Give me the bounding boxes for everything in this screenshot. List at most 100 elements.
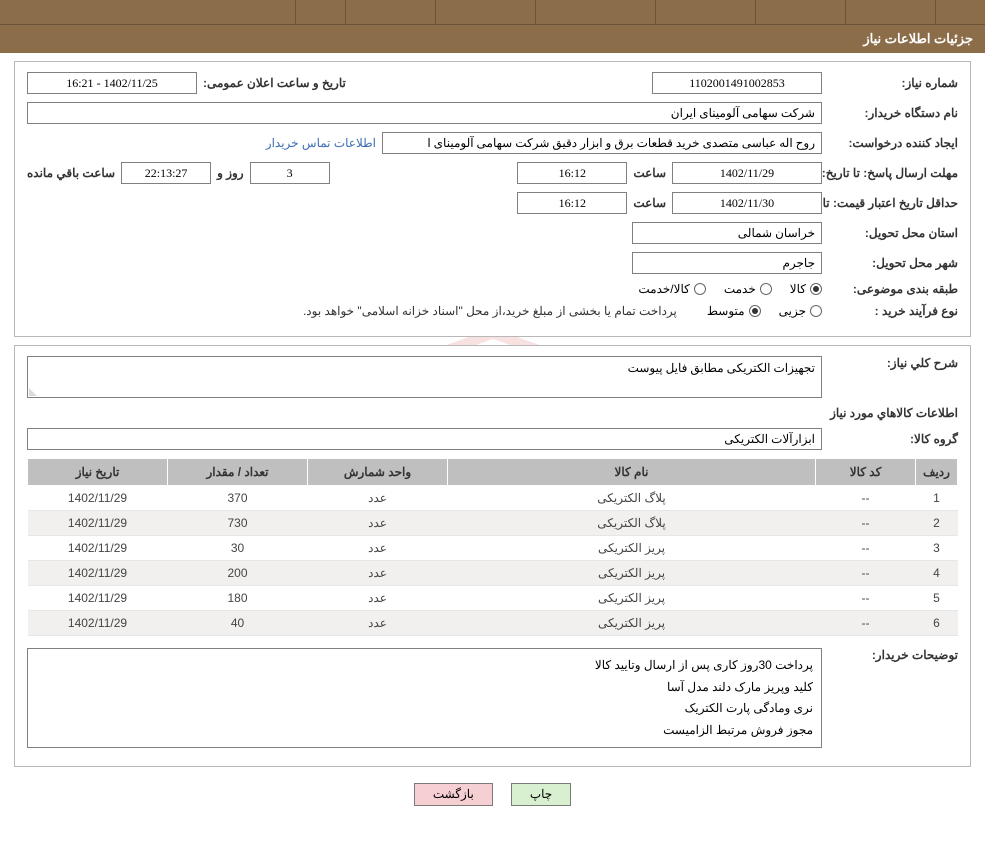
radio-medium[interactable]: متوسط bbox=[707, 304, 761, 318]
radio-service-label: خدمت bbox=[724, 282, 756, 296]
cell-name: پریز الکتریکی bbox=[448, 611, 816, 636]
field-province: خراسان شمالی bbox=[632, 222, 822, 244]
table-row: 1--پلاگ الکتریکیعدد3701402/11/29 bbox=[28, 486, 958, 511]
cell-qty: 30 bbox=[168, 536, 308, 561]
radio-goods-service-label: کالا/خدمت bbox=[638, 282, 689, 296]
field-deadline-time: 16:12 bbox=[517, 162, 627, 184]
field-city: جاجرم bbox=[632, 252, 822, 274]
items-info-title: اطلاعات کالاهاي مورد نیاز bbox=[27, 406, 958, 420]
label-requester: ایجاد کننده درخواست: bbox=[828, 136, 958, 150]
radio-dot-icon bbox=[760, 283, 772, 295]
label-announce-dt: تاریخ و ساعت اعلان عمومی: bbox=[203, 76, 346, 90]
buyer-note-line: پرداخت 30روز کاری پس از ارسال وتایید کال… bbox=[36, 655, 813, 677]
th-qty: تعداد / مقدار bbox=[168, 459, 308, 486]
cell-qty: 200 bbox=[168, 561, 308, 586]
table-row: 3--پریز الکتریکیعدد301402/11/29 bbox=[28, 536, 958, 561]
label-goods-group: گروه کالا: bbox=[828, 432, 958, 446]
th-date: تاریخ نیاز bbox=[28, 459, 168, 486]
field-deadline-date: 1402/11/29 bbox=[672, 162, 822, 184]
page-title: جزئیات اطلاعات نیاز bbox=[863, 31, 973, 46]
cell-qty: 180 bbox=[168, 586, 308, 611]
cell-unit: عدد bbox=[308, 536, 448, 561]
cell-unit: عدد bbox=[308, 561, 448, 586]
cell-name: پریز الکتریکی bbox=[448, 561, 816, 586]
cell-code: -- bbox=[816, 511, 916, 536]
page-title-bar: جزئیات اطلاعات نیاز bbox=[0, 25, 985, 53]
field-days-left: 3 bbox=[250, 162, 330, 184]
label-city: شهر محل تحویل: bbox=[828, 256, 958, 270]
buyer-note-line: مجوز فروش مرتبط الزامیست bbox=[36, 720, 813, 742]
cell-date: 1402/11/29 bbox=[28, 536, 168, 561]
label-classification: طبقه بندی موضوعی: bbox=[828, 282, 958, 296]
cell-code: -- bbox=[816, 611, 916, 636]
cell-name: پلاگ الکتریکی bbox=[448, 486, 816, 511]
cell-idx: 4 bbox=[916, 561, 958, 586]
print-button[interactable]: چاپ bbox=[511, 783, 571, 806]
label-province: استان محل تحویل: bbox=[828, 226, 958, 240]
cell-idx: 2 bbox=[916, 511, 958, 536]
label-buyer-notes: توضیحات خریدار: bbox=[828, 648, 958, 662]
label-remaining: ساعت باقي مانده bbox=[27, 166, 115, 180]
radio-minor-label: جزیی bbox=[779, 304, 806, 318]
field-general-desc[interactable]: تجهیزات الکتریکی مطابق فایل پیوست bbox=[27, 356, 822, 398]
cell-date: 1402/11/29 bbox=[28, 586, 168, 611]
field-buyer-notes: پرداخت 30روز کاری پس از ارسال وتایید کال… bbox=[27, 648, 822, 748]
radio-service[interactable]: خدمت bbox=[724, 282, 772, 296]
radio-minor[interactable]: جزیی bbox=[779, 304, 822, 318]
cell-qty: 40 bbox=[168, 611, 308, 636]
process-radio-group: جزیی متوسط bbox=[707, 304, 822, 318]
cell-unit: عدد bbox=[308, 611, 448, 636]
table-row: 5--پریز الکتریکیعدد1801402/11/29 bbox=[28, 586, 958, 611]
radio-dot-icon bbox=[694, 283, 706, 295]
label-time-2: ساعت bbox=[633, 196, 666, 210]
radio-goods-service[interactable]: کالا/خدمت bbox=[638, 282, 705, 296]
cell-idx: 5 bbox=[916, 586, 958, 611]
cell-name: پریز الکتریکی bbox=[448, 586, 816, 611]
field-validity-date: 1402/11/30 bbox=[672, 192, 822, 214]
cell-idx: 3 bbox=[916, 536, 958, 561]
cell-idx: 1 bbox=[916, 486, 958, 511]
field-validity-time: 16:12 bbox=[517, 192, 627, 214]
payment-note: پرداخت تمام یا بخشی از مبلغ خرید،از محل … bbox=[303, 304, 677, 318]
cell-date: 1402/11/29 bbox=[28, 486, 168, 511]
label-time-1: ساعت bbox=[633, 166, 666, 180]
back-button[interactable]: بازگشت bbox=[414, 783, 493, 806]
cell-code: -- bbox=[816, 586, 916, 611]
cell-qty: 730 bbox=[168, 511, 308, 536]
label-general-desc: شرح کلي نیاز: bbox=[828, 356, 958, 370]
field-requester: روح اله عباسی متصدی خرید قطعات برق و ابز… bbox=[382, 132, 822, 154]
top-tabs bbox=[0, 0, 985, 25]
cell-unit: عدد bbox=[308, 511, 448, 536]
th-unit: واحد شمارش bbox=[308, 459, 448, 486]
cell-code: -- bbox=[816, 561, 916, 586]
cell-date: 1402/11/29 bbox=[28, 561, 168, 586]
radio-goods-label: کالا bbox=[790, 282, 806, 296]
th-code: کد کالا bbox=[816, 459, 916, 486]
classification-radio-group: کالا خدمت کالا/خدمت bbox=[638, 282, 822, 296]
radio-dot-icon bbox=[749, 305, 761, 317]
field-buyer-org: شرکت سهامی آلومینای ایران bbox=[27, 102, 822, 124]
label-deadline: مهلت ارسال پاسخ: تا تاریخ: bbox=[828, 166, 958, 180]
th-name: نام کالا bbox=[448, 459, 816, 486]
general-desc-text: تجهیزات الکتریکی مطابق فایل پیوست bbox=[628, 361, 815, 375]
cell-date: 1402/11/29 bbox=[28, 611, 168, 636]
label-days-and: روز و bbox=[217, 166, 244, 180]
cell-name: پلاگ الکتریکی bbox=[448, 511, 816, 536]
radio-dot-icon bbox=[810, 283, 822, 295]
buyer-note-line: کلید وپریز مارک دلند مدل آسا bbox=[36, 677, 813, 699]
label-need-no: شماره نیاز: bbox=[828, 76, 958, 90]
table-row: 4--پریز الکتریکیعدد2001402/11/29 bbox=[28, 561, 958, 586]
radio-goods[interactable]: کالا bbox=[790, 282, 822, 296]
cell-idx: 6 bbox=[916, 611, 958, 636]
items-table: ردیف کد کالا نام کالا واحد شمارش تعداد /… bbox=[27, 458, 958, 636]
buyer-contact-link[interactable]: اطلاعات تماس خریدار bbox=[266, 136, 376, 150]
th-idx: ردیف bbox=[916, 459, 958, 486]
cell-code: -- bbox=[816, 536, 916, 561]
cell-name: پریز الکتریکی bbox=[448, 536, 816, 561]
resize-handle-icon[interactable] bbox=[29, 386, 39, 396]
radio-medium-label: متوسط bbox=[707, 304, 745, 318]
radio-dot-icon bbox=[810, 305, 822, 317]
field-announce-dt: 1402/11/25 - 16:21 bbox=[27, 72, 197, 94]
buyer-note-line: نری ومادگی پارت الکتریک bbox=[36, 698, 813, 720]
cell-unit: عدد bbox=[308, 486, 448, 511]
